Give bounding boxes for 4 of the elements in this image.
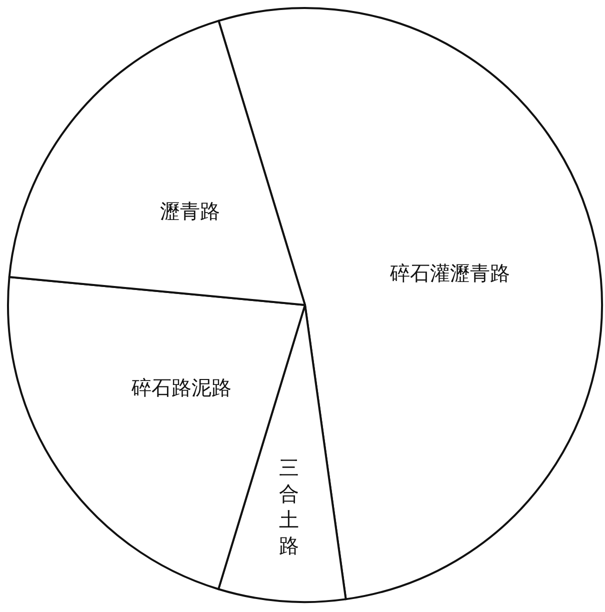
slice-label: 瀝青路 <box>160 199 220 224</box>
slice-label: 三合土路 <box>279 455 300 558</box>
slice-label: 碎石灌瀝青路 <box>389 261 510 286</box>
slice-label: 碎石路泥路 <box>130 376 232 400</box>
